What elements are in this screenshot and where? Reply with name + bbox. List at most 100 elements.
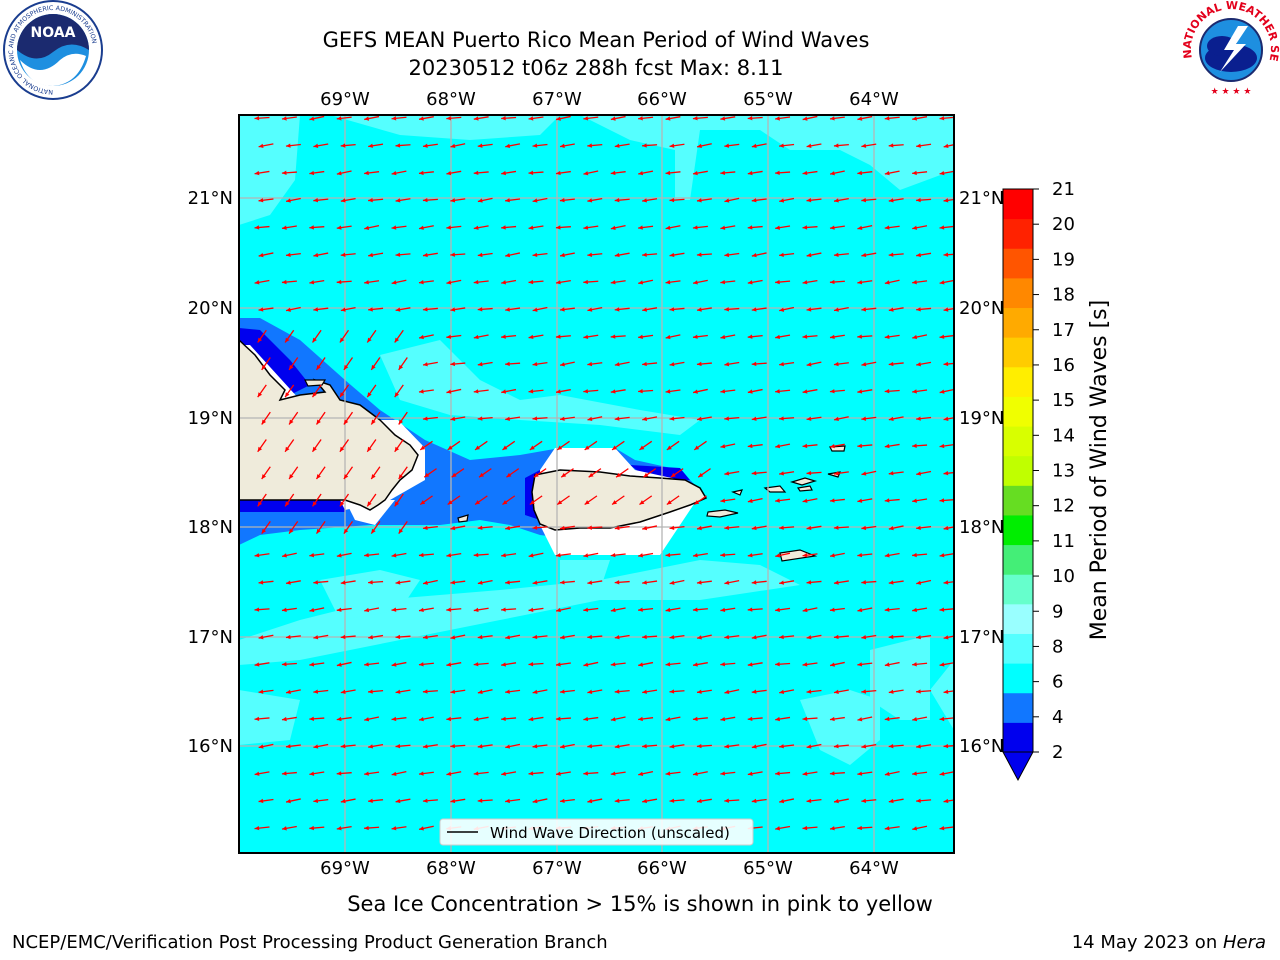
colorbar-segment bbox=[1003, 248, 1033, 279]
wind-arrow-head bbox=[806, 580, 812, 585]
colorbar-segment bbox=[1003, 692, 1033, 723]
wind-arrow-head bbox=[861, 252, 867, 258]
wind-arrow-head bbox=[450, 580, 456, 585]
wind-arrow-head bbox=[309, 170, 315, 176]
wind-arrow-head bbox=[367, 392, 372, 398]
wind-arrow-head bbox=[391, 116, 397, 121]
wind-arrow-head bbox=[336, 826, 342, 831]
wind-arrow-head bbox=[884, 389, 890, 394]
wind-arrow-head bbox=[916, 307, 921, 312]
wind-arrow-head bbox=[475, 445, 480, 450]
wind-arrow-head bbox=[587, 798, 593, 804]
wind-arrow-head bbox=[912, 662, 917, 667]
wind-arrow-head bbox=[339, 501, 345, 507]
wind-arrows bbox=[254, 115, 954, 831]
wind-arrow-head bbox=[829, 334, 835, 340]
wind-arrow-head bbox=[473, 116, 479, 121]
wind-arrow-head bbox=[422, 525, 428, 531]
wind-arrow-head bbox=[779, 307, 785, 312]
wind-arrow-head bbox=[557, 445, 563, 450]
wind-arrow-head bbox=[285, 252, 291, 258]
wind-arrow-head bbox=[696, 361, 702, 367]
wind-arrow-head bbox=[669, 798, 675, 803]
wind-arrow-head bbox=[779, 361, 784, 367]
wind-arrow-head bbox=[724, 798, 729, 803]
wind-arrow-head bbox=[610, 717, 616, 722]
wind-arrow-head bbox=[336, 607, 342, 612]
wind-arrow-head bbox=[638, 280, 644, 285]
wind-arrow-head bbox=[939, 389, 945, 394]
wind-arrow-head bbox=[555, 771, 561, 776]
wind-arrow-head bbox=[612, 445, 617, 450]
wind-arrow-head bbox=[450, 635, 456, 640]
wind-arrow-head bbox=[286, 798, 291, 804]
wind-arrow-head bbox=[833, 252, 839, 257]
wind-arrow-head bbox=[861, 362, 867, 367]
wind-arrow-head bbox=[258, 798, 264, 804]
wind-arrow-head bbox=[614, 362, 620, 367]
wind-arrow-head bbox=[418, 280, 424, 285]
wind-arrow-head bbox=[316, 419, 321, 425]
wind-arrow-head bbox=[532, 143, 538, 148]
wind-arrow-head bbox=[561, 472, 567, 478]
wind-arrow-head bbox=[340, 580, 346, 585]
wind-arrow-head bbox=[888, 689, 894, 694]
wind-arrow-head bbox=[420, 445, 426, 450]
wind-arrow-head bbox=[939, 716, 945, 722]
wind-arrow-head bbox=[779, 471, 784, 476]
lat-label: 17°N bbox=[188, 627, 233, 648]
wind-arrow-head bbox=[532, 689, 538, 695]
wind-arrow-head bbox=[371, 474, 376, 480]
wind-arrow-head bbox=[477, 689, 483, 695]
lat-labels-right: 21°N 20°N 19°N 18°N 17°N 16°N bbox=[959, 188, 1004, 757]
wind-arrow-head bbox=[395, 143, 401, 148]
wind-arrow-head bbox=[775, 334, 781, 340]
wind-arrow-head bbox=[806, 798, 812, 804]
wind-arrow-head bbox=[419, 334, 424, 340]
wind-arrow-head bbox=[669, 744, 675, 749]
wind-arrow-head bbox=[802, 170, 808, 176]
wind-arrow-head bbox=[395, 580, 401, 585]
wind-arrow-head bbox=[532, 525, 538, 530]
wind-arrow-head bbox=[313, 198, 319, 203]
wind-arrow-head bbox=[391, 280, 397, 285]
wind-arrow-head bbox=[834, 689, 839, 694]
wind-arrow-head bbox=[501, 334, 506, 339]
wind-arrow-head bbox=[857, 225, 863, 230]
wind-arrow-head bbox=[584, 445, 590, 450]
colorbar-segment bbox=[1003, 277, 1033, 309]
wind-arrow-head bbox=[916, 798, 921, 803]
wind-arrow-head bbox=[834, 798, 839, 804]
wind-arrow-head bbox=[528, 116, 534, 121]
wind-arrow-head bbox=[313, 307, 319, 312]
colorbar-segment bbox=[1003, 366, 1033, 397]
wind-arrow-head bbox=[830, 553, 835, 558]
wind-arrow-head bbox=[888, 798, 894, 804]
wind-arrow-head bbox=[583, 716, 589, 722]
lat-label: 18°N bbox=[959, 517, 1004, 538]
wind-arrow-head bbox=[857, 825, 862, 831]
wind-arrow-head bbox=[806, 307, 812, 312]
wind-arrow-head bbox=[724, 143, 730, 148]
wind-arrow-head bbox=[340, 143, 346, 148]
wind-arrow-head bbox=[939, 498, 945, 503]
wind-arrow-head bbox=[857, 717, 863, 722]
colorbar-tick-label: 12 bbox=[1052, 496, 1075, 517]
wind-arrow-head bbox=[587, 307, 593, 312]
wind-arrow-head bbox=[857, 607, 863, 613]
wind-arrow-head bbox=[693, 389, 698, 394]
wind-arrow-head bbox=[313, 635, 319, 640]
wind-arrow-head bbox=[614, 252, 620, 258]
wind-arrow-head bbox=[418, 389, 424, 394]
wind-arrow-head bbox=[422, 307, 428, 312]
wind-arrow-head bbox=[939, 771, 945, 776]
wind-arrow-head bbox=[888, 416, 894, 422]
wind-arrow-head bbox=[747, 334, 753, 339]
wind-arrow-head bbox=[692, 716, 698, 722]
wind-arrow-head bbox=[747, 607, 753, 612]
wind-arrow-head bbox=[943, 689, 949, 694]
wind-arrow-head bbox=[665, 662, 671, 667]
wind-arrow-head bbox=[532, 361, 538, 367]
wind-arrow-head bbox=[666, 500, 672, 505]
wind-arrow-head bbox=[391, 826, 397, 831]
